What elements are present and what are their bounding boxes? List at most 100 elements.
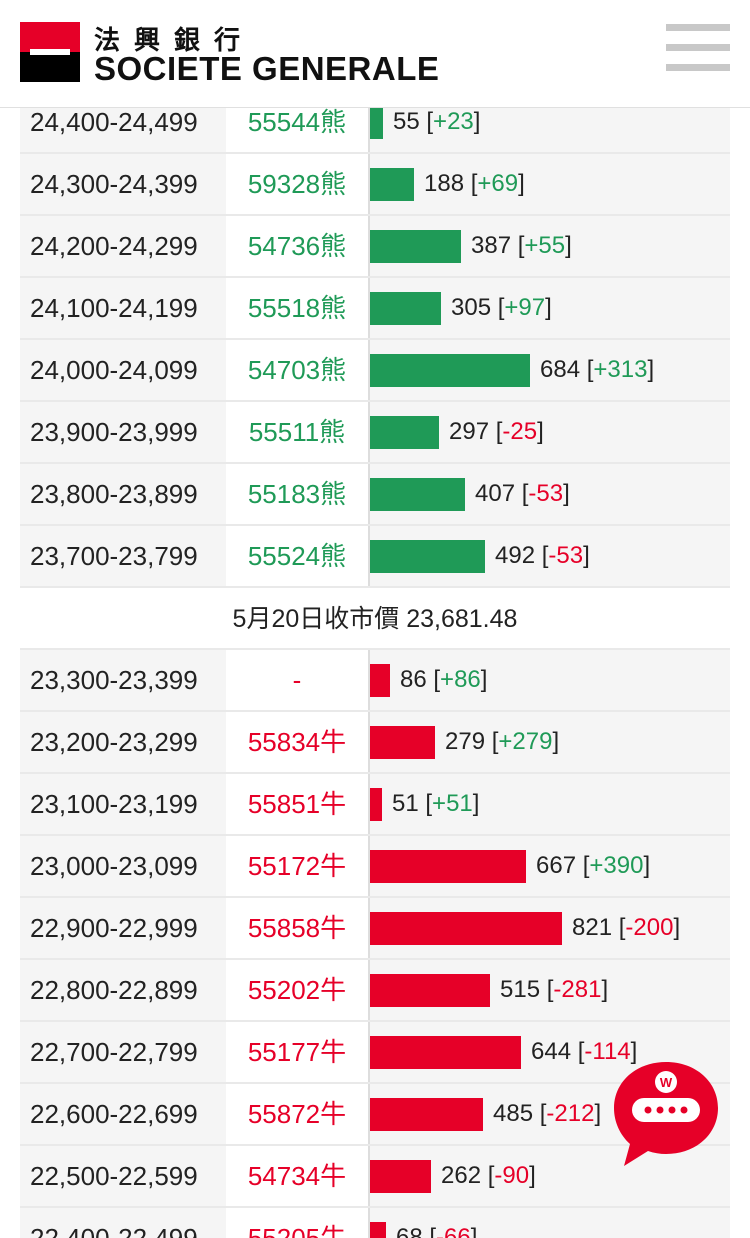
count-bar <box>370 912 562 945</box>
count-bar-cell: 387 [+55] <box>368 216 730 276</box>
warrant-code[interactable]: 54703熊 <box>226 340 368 400</box>
warrant-code[interactable]: 55524熊 <box>226 526 368 586</box>
bracket-open: [ <box>511 232 525 259</box>
bracket-open: [ <box>612 914 626 941</box>
count-label: 68 [-66] <box>396 1208 477 1238</box>
count-bar <box>370 478 465 511</box>
count-value: 188 <box>424 170 465 197</box>
count-bar <box>370 106 383 139</box>
count-bar-cell: 684 [+313] <box>368 340 730 400</box>
count-value: 492 <box>495 542 536 569</box>
count-bar-cell: 305 [+97] <box>368 278 730 338</box>
count-label: 86 [+86] <box>400 650 487 710</box>
warrant-code[interactable]: 55183熊 <box>226 464 368 524</box>
warrant-code[interactable]: 55544熊 <box>226 92 368 152</box>
bracket-open: [ <box>481 1162 495 1189</box>
count-change: -114 <box>584 1038 631 1065</box>
bracket-close: ] <box>673 914 681 941</box>
warrant-code[interactable]: 55858牛 <box>226 898 368 958</box>
bracket-close: ] <box>545 294 552 321</box>
count-value: 407 <box>475 480 516 507</box>
count-value: 387 <box>471 232 512 259</box>
warrant-code[interactable]: 55872牛 <box>226 1084 368 1144</box>
count-bar <box>370 974 490 1007</box>
bracket-open: [ <box>422 1224 437 1238</box>
warrant-code[interactable]: 55202牛 <box>226 960 368 1020</box>
table-row[interactable]: 22,500-22,599 54734牛 262 [-90] <box>20 1146 730 1208</box>
strike-range: 23,000-23,099 <box>20 836 226 896</box>
count-bar <box>370 1160 431 1193</box>
strike-range: 22,400-22,499 <box>20 1208 226 1238</box>
warrant-code[interactable]: 54736熊 <box>226 216 368 276</box>
count-change: +69 <box>477 170 519 197</box>
count-value: 68 <box>396 1224 423 1238</box>
warrant-code[interactable]: 55851牛 <box>226 774 368 834</box>
table-row[interactable]: 24,000-24,099 54703熊 684 [+313] <box>20 340 730 402</box>
warrant-code[interactable]: - <box>226 650 368 710</box>
table-row[interactable]: 23,700-23,799 55524熊 492 [-53] <box>20 526 730 588</box>
bracket-close: ] <box>583 542 590 569</box>
count-value: 297 <box>449 418 490 445</box>
count-change: +23 <box>433 108 474 135</box>
count-bar-cell: 407 [-53] <box>368 464 730 524</box>
warrant-code[interactable]: 55177牛 <box>226 1022 368 1082</box>
count-label: 55 [+23] <box>393 92 480 152</box>
count-change: -53 <box>528 480 564 507</box>
table-row[interactable]: 23,300-23,399-86 [+86] <box>20 650 730 712</box>
count-value: 684 <box>540 356 581 383</box>
table-row[interactable]: 22,400-22,499 55205牛 68 [-66] <box>20 1208 730 1238</box>
table-row[interactable]: 22,800-22,899 55202牛 515 [-281] <box>20 960 730 1022</box>
bracket-open: [ <box>580 356 594 383</box>
hamburger-menu-button[interactable] <box>666 24 730 74</box>
warrant-code[interactable]: 55518熊 <box>226 278 368 338</box>
count-bar <box>370 788 382 821</box>
count-label: 407 [-53] <box>475 464 570 524</box>
strike-range: 23,200-23,299 <box>20 712 226 772</box>
count-value: 644 <box>531 1038 572 1065</box>
count-value: 485 <box>493 1100 534 1127</box>
table-row[interactable]: 22,600-22,699 55872牛 485 [-212] <box>20 1084 730 1146</box>
table-row[interactable]: 23,800-23,899 55183熊 407 [-53] <box>20 464 730 526</box>
table-row[interactable]: 22,900-22,999 55858牛 821 [-200] <box>20 898 730 960</box>
count-change: +51 <box>432 790 473 817</box>
count-label: 297 [-25] <box>449 402 544 462</box>
strike-range: 22,500-22,599 <box>20 1146 226 1206</box>
bracket-open: [ <box>571 1038 585 1065</box>
table-row[interactable]: 23,900-23,999 55511熊 297 [-25] <box>20 402 730 464</box>
strike-range: 24,000-24,099 <box>20 340 226 400</box>
bracket-close: ] <box>529 1162 536 1189</box>
warrant-code[interactable]: 55834牛 <box>226 712 368 772</box>
strike-range: 24,300-24,399 <box>20 154 226 214</box>
site-header: 法興銀行 SOCIETE GENERALE <box>0 0 750 108</box>
count-bar-cell: 86 [+86] <box>368 650 730 710</box>
bracket-close: ] <box>473 108 481 135</box>
bracket-close: ] <box>563 480 570 507</box>
chat-bubble-icon[interactable]: W <box>610 1058 722 1170</box>
count-value: 279 <box>445 728 486 755</box>
bracket-close: ] <box>594 1100 602 1127</box>
count-bar-cell: 262 [-90] <box>368 1146 730 1206</box>
table-row[interactable]: 23,200-23,299 55834牛 279 [+279] <box>20 712 730 774</box>
table-row[interactable]: 24,300-24,399 59328熊 188 [+69] <box>20 154 730 216</box>
warrant-code[interactable]: 59328熊 <box>226 154 368 214</box>
strike-range: 22,600-22,699 <box>20 1084 226 1144</box>
count-label: 188 [+69] <box>424 154 525 214</box>
count-change: +313 <box>593 356 648 383</box>
table-row[interactable]: 23,100-23,199 55851牛 51 [+51] <box>20 774 730 836</box>
table-row[interactable]: 24,200-24,299 54736熊 387 [+55] <box>20 216 730 278</box>
count-bar-cell: 279 [+279] <box>368 712 730 772</box>
warrant-code[interactable]: 54734牛 <box>226 1146 368 1206</box>
count-bar <box>370 416 439 449</box>
warrant-code[interactable]: 55172牛 <box>226 836 368 896</box>
count-change: +86 <box>440 666 481 693</box>
warrant-code[interactable]: 55511熊 <box>226 402 368 462</box>
table-row[interactable]: 23,000-23,099 55172牛 667 [+390] <box>20 836 730 898</box>
count-label: 305 [+97] <box>451 278 552 338</box>
brand-logo-icon[interactable] <box>20 22 80 82</box>
brand-name-english: SOCIETE GENERALE <box>94 50 440 87</box>
count-value: 821 <box>572 914 613 941</box>
warrant-code[interactable]: 55205牛 <box>226 1208 368 1238</box>
bracket-open: [ <box>515 480 529 507</box>
count-value: 86 <box>400 666 427 693</box>
table-row[interactable]: 24,100-24,199 55518熊 305 [+97] <box>20 278 730 340</box>
